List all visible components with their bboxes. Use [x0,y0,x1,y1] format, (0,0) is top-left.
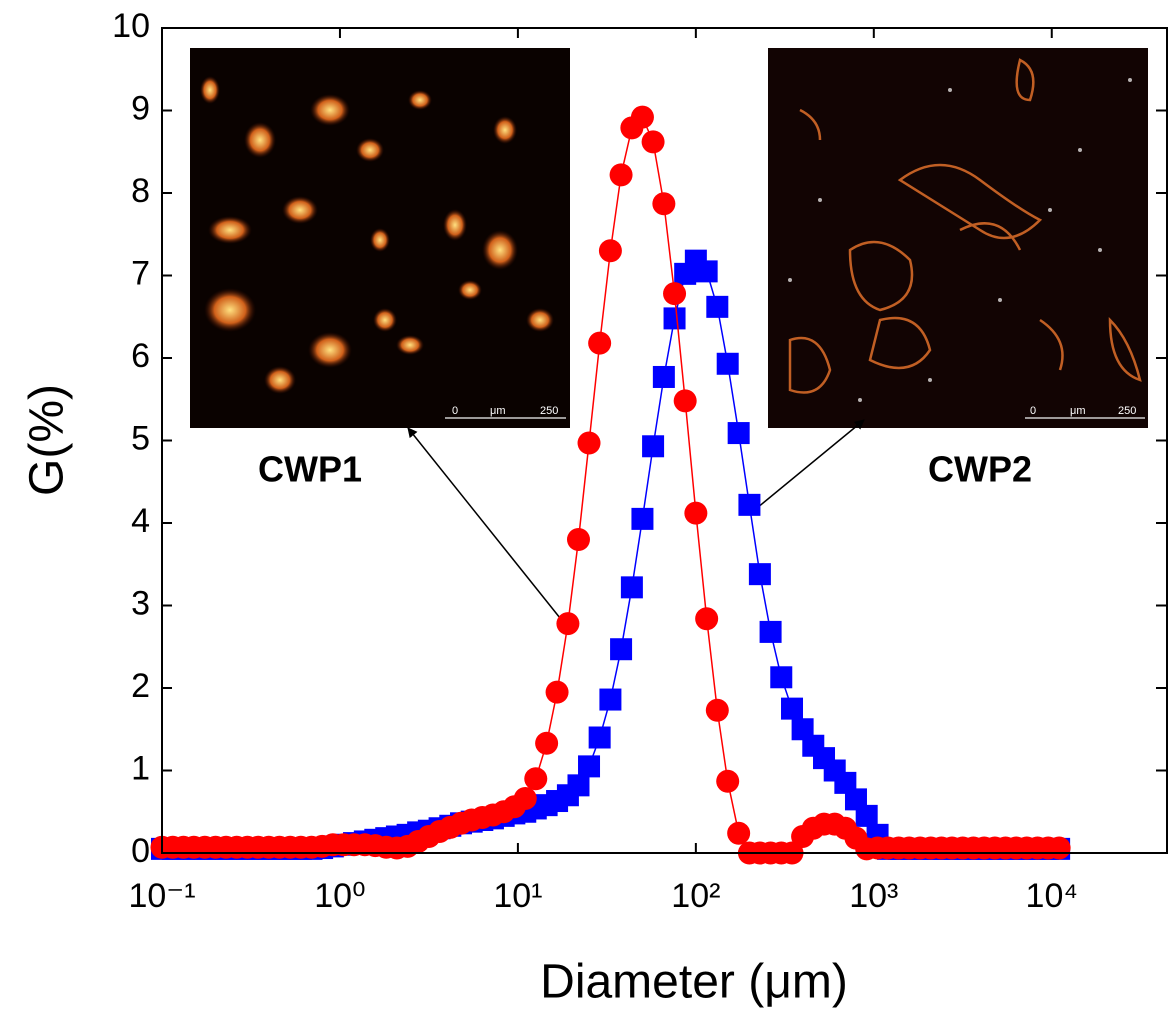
marker [716,352,739,375]
y-tick-label: 9 [131,89,150,127]
arrow [756,419,865,509]
micrograph-cwp2 [768,48,1148,428]
marker [738,493,761,516]
annotation: CWP2 [928,449,1032,490]
marker [663,282,687,306]
marker [630,105,654,129]
marker [781,697,804,720]
y-tick-label: 0 [131,832,150,870]
marker [599,688,622,711]
scale-label: μm [1070,405,1086,417]
marker [673,389,697,413]
marker [1047,836,1071,860]
micrograph-cwp1 [190,48,570,428]
x-tick-label: 10⁴ [1026,877,1078,915]
scale-label: 0 [452,405,458,417]
y-tick-label: 4 [131,502,150,540]
x-tick-label: 10² [671,877,720,915]
y-tick-label: 8 [131,172,150,210]
marker [567,774,590,797]
arrow [407,427,561,619]
marker [610,638,633,661]
x-axis-title: Diameter (μm) [540,956,848,1009]
scale-label: 250 [540,405,558,417]
marker [695,607,719,631]
marker [641,130,665,154]
scale-label: 250 [1118,405,1136,417]
marker [652,192,676,216]
scale-label: 0 [1030,405,1036,417]
scale-label: μm [490,405,506,417]
x-tick-label: 10¹ [493,877,542,915]
marker [577,431,601,455]
marker [578,755,601,778]
marker [556,612,580,636]
y-tick-label: 3 [131,584,150,622]
marker [727,821,751,845]
marker [631,507,654,530]
marker [855,804,878,827]
marker [642,435,665,458]
marker [748,563,771,586]
y-tick-label: 2 [131,667,150,705]
annotation: CWP1 [258,449,362,490]
y-tick-label: 1 [131,749,150,787]
marker [609,163,633,187]
marker [695,260,718,283]
marker [524,767,548,791]
marker [620,576,643,599]
y-tick-label: 10 [112,7,150,45]
marker [727,422,750,445]
marker [663,307,686,330]
marker [588,331,612,355]
marker [759,620,782,643]
marker [535,731,559,755]
x-tick-label: 10³ [849,877,898,915]
x-tick-label: 10⁰ [314,877,365,915]
marker [513,787,537,811]
marker [706,295,729,318]
y-tick-label: 7 [131,254,150,292]
x-tick-label: 10⁻¹ [128,877,195,915]
y-axis-title: G(%) [21,384,74,496]
marker [545,680,569,704]
marker [684,501,708,525]
marker [598,239,622,263]
y-tick-label: 5 [131,419,150,457]
y-tick-label: 6 [131,337,150,375]
marker [716,769,740,793]
marker [705,698,729,722]
marker [566,528,590,551]
plot-frame [161,27,1168,854]
marker [770,666,793,689]
marker [588,726,611,749]
marker [652,365,675,388]
